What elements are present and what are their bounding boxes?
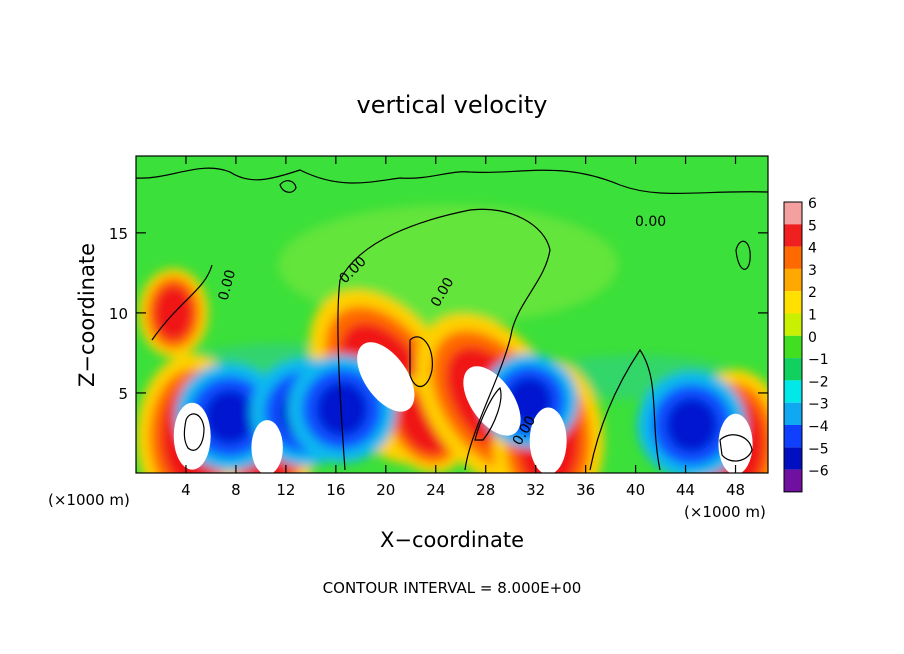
contour-line <box>337 208 551 471</box>
colorbar-label: 5 <box>808 218 817 234</box>
colorbar-label: −5 <box>808 441 829 457</box>
colorbar-label: 1 <box>808 308 817 324</box>
plot-area: 0.00 0.00 0.00 0.00 0.00 <box>136 156 768 473</box>
colorbar-swatch <box>784 447 802 470</box>
contour-line <box>279 180 297 193</box>
x-tick-label: 16 <box>326 481 345 499</box>
x-units-left: (×1000 m) <box>48 491 130 509</box>
contour-interval-text: CONTOUR INTERVAL = 8.000E+00 <box>323 579 582 597</box>
contour-line <box>183 413 205 451</box>
colorbar-swatch <box>784 425 802 448</box>
chart-title: vertical velocity <box>357 91 548 119</box>
x-tick-label: 40 <box>626 481 645 499</box>
x-units-right: (×1000 m) <box>684 503 766 521</box>
x-tick-label: 32 <box>526 481 545 499</box>
contour-line <box>735 240 751 270</box>
x-tick-label: 48 <box>726 481 745 499</box>
x-tick-label: 8 <box>231 481 241 499</box>
colorbar-swatch <box>784 335 802 359</box>
colorbar-label: 4 <box>808 241 817 257</box>
core-white <box>251 420 283 473</box>
colorbar-label: −1 <box>808 352 829 368</box>
y-tick-label: 15 <box>109 225 128 243</box>
downdraft-inner <box>666 398 718 452</box>
colorbar-label: −6 <box>808 464 829 480</box>
colorbar-swatch <box>784 202 802 225</box>
zero-contours <box>136 167 768 471</box>
colorbar-label: −2 <box>808 374 829 390</box>
colorbar-swatch <box>784 380 802 403</box>
contour-line <box>589 348 661 471</box>
colorbar-swatch <box>784 224 802 247</box>
x-tick-label: 24 <box>426 481 445 499</box>
updraft-core <box>529 407 567 473</box>
contour-label: 0.00 <box>635 214 666 230</box>
colorbar-swatch <box>784 291 802 314</box>
contour-label: 0.00 <box>216 268 240 302</box>
core-white <box>529 407 567 473</box>
colorbar-swatch <box>784 402 802 425</box>
colorbar-swatch <box>784 268 802 292</box>
x-tick-label: 44 <box>676 481 695 499</box>
colorbar-label: 2 <box>808 285 817 301</box>
x-tick-label: 20 <box>376 481 395 499</box>
x-tick-label: 28 <box>476 481 495 499</box>
updraft-core <box>718 413 753 473</box>
core-white <box>357 342 415 412</box>
x-tick-label: 4 <box>181 481 191 499</box>
x-axis-label: X−coordinate <box>380 528 524 552</box>
contour-line <box>409 336 433 387</box>
downdraft-inner <box>316 382 368 436</box>
colorbar-label: −3 <box>808 397 829 413</box>
colorbar-swatch <box>784 358 802 381</box>
contour-line <box>474 386 502 441</box>
updraft-core <box>251 420 283 473</box>
colorbar-label: 6 <box>808 196 817 212</box>
contour-line <box>719 434 753 462</box>
colorbar: 6 5 4 3 2 1 0 −1 −2 −3 −4 −5 −6 <box>783 196 829 493</box>
colorbar-swatch <box>784 246 802 269</box>
core-white <box>463 366 521 436</box>
y-tick-label: 10 <box>109 305 128 323</box>
colorbar-frame <box>783 201 803 493</box>
x-tick-label: 36 <box>576 481 595 499</box>
y-tick-label: 5 <box>118 385 128 403</box>
updraft-core <box>173 402 211 470</box>
colorbar-label: 3 <box>808 263 817 279</box>
core-white <box>718 413 753 473</box>
updraft-core <box>463 366 521 436</box>
contour-line <box>151 264 213 341</box>
colorbar-swatch <box>784 469 802 492</box>
colorbar-swatch <box>784 313 802 336</box>
colorbar-label: −4 <box>808 419 829 435</box>
y-axis-label: Z−coordinate <box>75 243 99 387</box>
x-tick-label: 12 <box>276 481 295 499</box>
downdraft-inner <box>204 390 256 444</box>
plot-frame <box>135 155 769 474</box>
contour-line <box>136 167 768 195</box>
colorbar-label: 0 <box>808 330 817 346</box>
core-white <box>173 402 211 470</box>
updraft-core <box>357 342 415 412</box>
